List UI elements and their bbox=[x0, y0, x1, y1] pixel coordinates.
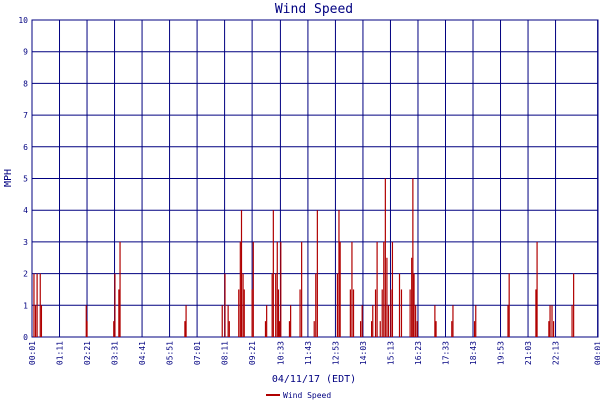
legend-label: Wind Speed bbox=[283, 391, 331, 400]
x-tick-label: 16:23 bbox=[414, 341, 423, 365]
x-tick-label: 00:01 bbox=[594, 341, 600, 365]
x-tick-label: 14:03 bbox=[359, 341, 368, 365]
x-tick-label: 05:51 bbox=[166, 341, 175, 365]
x-tick-label: 15:13 bbox=[386, 341, 395, 365]
y-tick-label: 0 bbox=[23, 333, 28, 342]
x-tick-label: 00:01 bbox=[28, 341, 37, 365]
y-tick-label: 4 bbox=[23, 206, 28, 215]
x-tick-label: 18:43 bbox=[469, 341, 478, 365]
x-tick-label: 03:31 bbox=[111, 341, 120, 365]
y-tick-label: 3 bbox=[23, 238, 28, 247]
x-tick-label: 22:13 bbox=[552, 341, 561, 365]
x-tick-label: 12:53 bbox=[331, 341, 340, 365]
wind-speed-series bbox=[33, 178, 575, 337]
legend: Wind Speed bbox=[266, 391, 331, 400]
x-axis-label: 04/11/17 (EDT) bbox=[272, 374, 356, 385]
x-axis-ticks: 00:01 01:11 02:21 03:31 04:41 05:51 07:01 08:11… bbox=[28, 341, 600, 365]
x-tick-label: 17:33 bbox=[441, 341, 450, 365]
x-tick-label: 09:21 bbox=[248, 341, 257, 365]
y-tick-label: 10 bbox=[18, 16, 28, 25]
y-tick-label: 1 bbox=[23, 301, 28, 310]
grid bbox=[31, 19, 599, 338]
x-tick-label: 02:21 bbox=[83, 341, 92, 365]
x-tick-label: 04:41 bbox=[138, 341, 147, 365]
x-tick-label: 08:11 bbox=[221, 341, 230, 365]
x-tick-label: 01:11 bbox=[56, 341, 65, 365]
x-tick-label: 10:33 bbox=[276, 341, 285, 365]
x-tick-label: 07:01 bbox=[193, 341, 202, 365]
x-tick-label: 19:53 bbox=[497, 341, 506, 365]
y-tick-label: 2 bbox=[23, 270, 28, 279]
y-axis-ticks: 0 1 2 3 4 5 6 7 8 9 10 bbox=[18, 16, 28, 342]
chart-title: Wind Speed bbox=[275, 2, 353, 17]
y-tick-label: 5 bbox=[23, 175, 28, 184]
x-tick-label: 11:43 bbox=[304, 341, 313, 365]
x-tick-label: 21:03 bbox=[524, 341, 533, 365]
y-axis-label: MPH bbox=[3, 169, 14, 187]
y-tick-label: 6 bbox=[23, 143, 28, 152]
y-tick-label: 9 bbox=[23, 48, 28, 57]
y-tick-label: 7 bbox=[23, 111, 28, 120]
y-tick-label: 8 bbox=[23, 79, 28, 88]
